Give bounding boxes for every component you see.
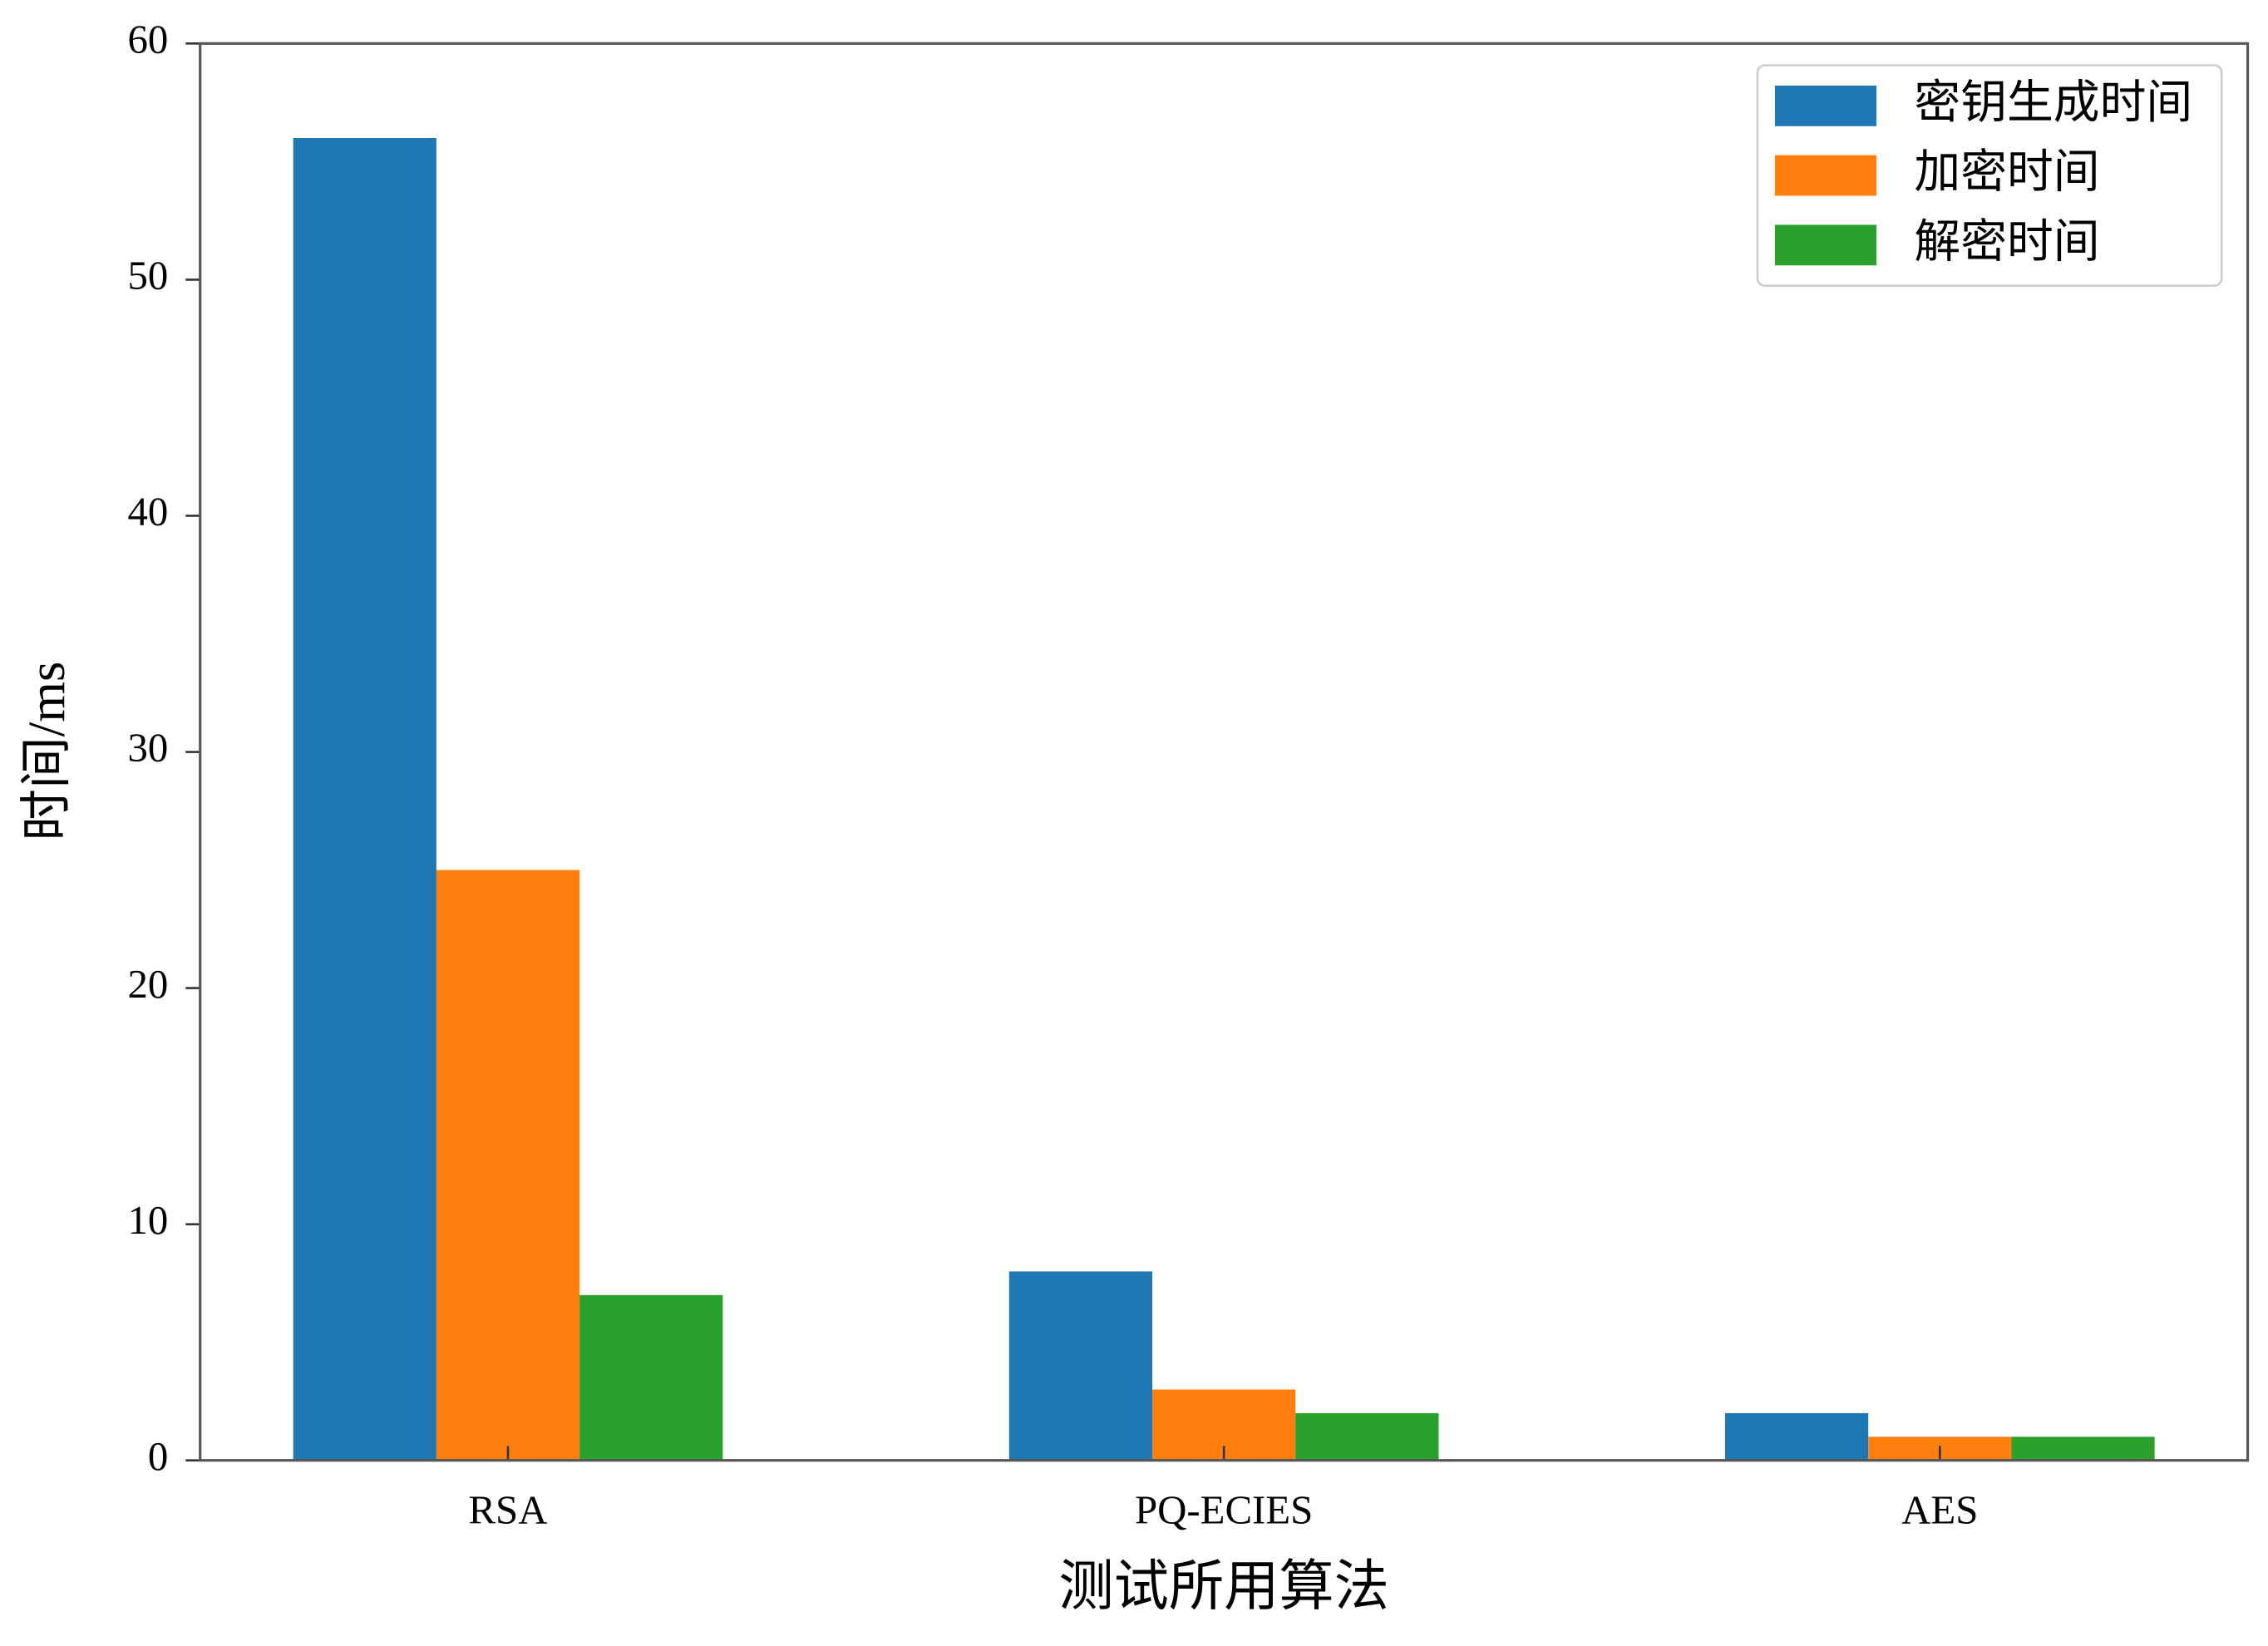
y-axis-label: 时间/ms — [17, 661, 76, 840]
legend-swatch — [1774, 85, 1877, 126]
y-tick-label: 10 — [128, 1197, 169, 1243]
bar — [1008, 1271, 1153, 1461]
bar — [436, 870, 580, 1461]
plot-frame — [199, 42, 2250, 1462]
bar — [1724, 1412, 1869, 1461]
x-tick-label: AES — [1901, 1486, 1978, 1532]
bar — [293, 137, 436, 1461]
y-tick-label: 0 — [148, 1433, 168, 1479]
legend-swatch — [1774, 224, 1877, 266]
bar — [579, 1294, 723, 1461]
legend-label: 解密时间 — [1914, 216, 2099, 268]
x-axis-label: 测试所用算法 — [1058, 1557, 1389, 1618]
x-tick-label: RSA — [469, 1486, 548, 1532]
y-tick-label: 20 — [128, 961, 169, 1007]
bar — [1295, 1412, 1439, 1461]
y-tick-label: 40 — [128, 489, 169, 535]
x-tick-label: PQ-ECIES — [1135, 1486, 1313, 1532]
legend-label: 加密时间 — [1914, 147, 2099, 199]
y-tick-label: 60 — [128, 17, 169, 62]
y-tick-label: 30 — [128, 725, 169, 771]
legend-label: 密钥生成时间 — [1914, 77, 2192, 129]
y-tick-label: 50 — [128, 253, 169, 298]
legend-swatch — [1774, 155, 1877, 196]
bar — [2011, 1437, 2155, 1461]
